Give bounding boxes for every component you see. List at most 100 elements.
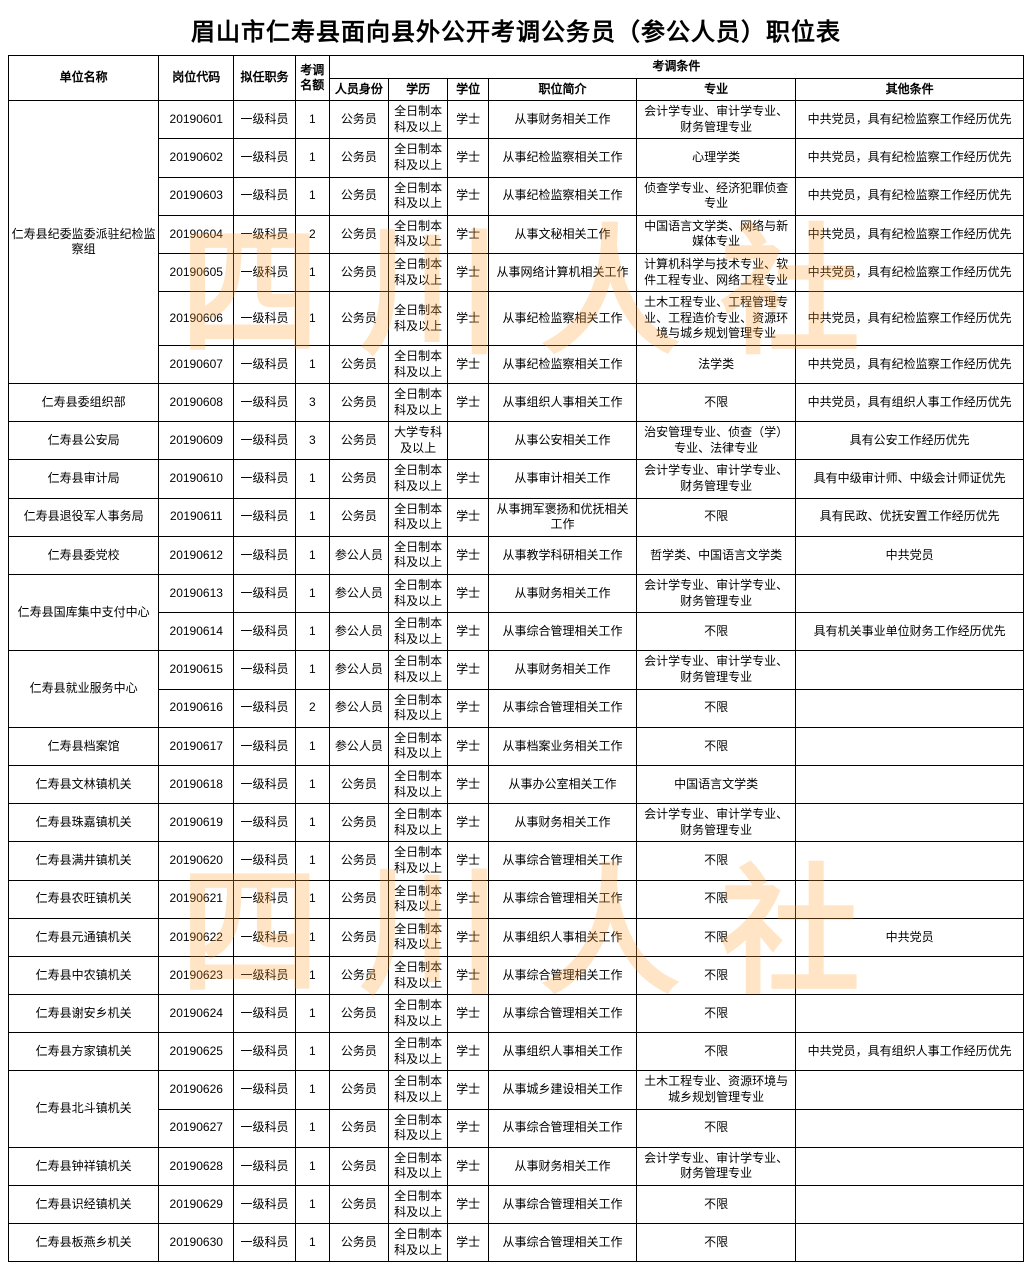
cell-other	[796, 995, 1024, 1033]
cell-code: 20190602	[159, 139, 234, 177]
cell-desc: 从事纪检监察相关工作	[489, 345, 637, 383]
cell-quota: 1	[295, 292, 329, 346]
cell-degree: 学士	[448, 177, 489, 215]
cell-major: 不限	[637, 1224, 796, 1262]
cell-education: 全日制本科及以上	[389, 1109, 448, 1147]
cell-major: 会计学专业、审计学专业、财务管理专业	[637, 804, 796, 842]
cell-desc: 从事办公室相关工作	[489, 765, 637, 803]
cell-education: 全日制本科及以上	[389, 804, 448, 842]
cell-degree: 学士	[448, 765, 489, 803]
table-row: 20190627一级科员1公务员全日制本科及以上学士从事综合管理相关工作不限	[9, 1109, 1024, 1147]
cell-education: 全日制本科及以上	[389, 215, 448, 253]
cell-post: 一级科员	[234, 422, 295, 460]
table-row: 20190604一级科员2公务员全日制本科及以上学士从事文秘相关工作中国语言文学…	[9, 215, 1024, 253]
cell-unit: 仁寿县北斗镇机关	[9, 1071, 159, 1147]
cell-major: 会计学专业、审计学专业、财务管理专业	[637, 1147, 796, 1185]
cell-desc: 从事综合管理相关工作	[489, 842, 637, 880]
cell-desc: 从事综合管理相关工作	[489, 995, 637, 1033]
cell-identity: 公务员	[329, 995, 388, 1033]
cell-code: 20190615	[159, 651, 234, 689]
table-row: 20190616一级科员2参公人员全日制本科及以上学士从事综合管理相关工作不限	[9, 689, 1024, 727]
table-body: 仁寿县纪委监委派驻纪检监察组20190601一级科员1公务员全日制本科及以上学士…	[9, 101, 1024, 1262]
cell-code: 20190626	[159, 1071, 234, 1109]
cell-major: 心理学类	[637, 139, 796, 177]
cell-desc: 从事审计相关工作	[489, 460, 637, 498]
th-degree: 学位	[448, 78, 489, 101]
cell-post: 一级科员	[234, 651, 295, 689]
cell-identity: 公务员	[329, 1071, 388, 1109]
cell-desc: 从事财务相关工作	[489, 101, 637, 139]
cell-code: 20190625	[159, 1033, 234, 1071]
cell-identity: 公务员	[329, 460, 388, 498]
cell-degree: 学士	[448, 536, 489, 574]
cell-degree: 学士	[448, 101, 489, 139]
cell-major: 法学类	[637, 345, 796, 383]
cell-identity: 公务员	[329, 292, 388, 346]
page-title: 眉山市仁寿县面向县外公开考调公务员（参公人员）职位表	[8, 12, 1024, 47]
cell-code: 20190630	[159, 1224, 234, 1262]
cell-other	[796, 765, 1024, 803]
cell-quota: 1	[295, 1033, 329, 1071]
table-row: 仁寿县文林镇机关20190618一级科员1公务员全日制本科及以上学士从事办公室相…	[9, 765, 1024, 803]
cell-education: 全日制本科及以上	[389, 1033, 448, 1071]
table-row: 20190606一级科员1公务员全日制本科及以上学士从事纪检监察相关工作土木工程…	[9, 292, 1024, 346]
cell-major: 不限	[637, 727, 796, 765]
table-row: 仁寿县谢安乡机关20190624一级科员1公务员全日制本科及以上学士从事综合管理…	[9, 995, 1024, 1033]
cell-code: 20190620	[159, 842, 234, 880]
cell-identity: 参公人员	[329, 613, 388, 651]
cell-education: 全日制本科及以上	[389, 139, 448, 177]
cell-quota: 1	[295, 995, 329, 1033]
cell-quota: 1	[295, 575, 329, 613]
cell-post: 一级科员	[234, 918, 295, 956]
cell-post: 一级科员	[234, 460, 295, 498]
table-row: 仁寿县方家镇机关20190625一级科员1公务员全日制本科及以上学士从事组织人事…	[9, 1033, 1024, 1071]
cell-identity: 公务员	[329, 956, 388, 994]
cell-desc: 从事综合管理相关工作	[489, 1224, 637, 1262]
cell-other	[796, 1186, 1024, 1224]
cell-identity: 公务员	[329, 498, 388, 536]
cell-major: 不限	[637, 613, 796, 651]
cell-unit: 仁寿县退役军人事务局	[9, 498, 159, 536]
cell-education: 全日制本科及以上	[389, 995, 448, 1033]
th-other: 其他条件	[796, 78, 1024, 101]
table-row: 仁寿县钟祥镇机关20190628一级科员1公务员全日制本科及以上学士从事财务相关…	[9, 1147, 1024, 1185]
table-row: 仁寿县识经镇机关20190629一级科员1公务员全日制本科及以上学士从事综合管理…	[9, 1186, 1024, 1224]
cell-other	[796, 651, 1024, 689]
positions-table: 单位名称 岗位代码 拟任职务 考调名额 考调条件 人员身份 学历 学位 职位简介…	[8, 55, 1024, 1262]
cell-identity: 公务员	[329, 384, 388, 422]
cell-post: 一级科员	[234, 177, 295, 215]
th-unit: 单位名称	[9, 56, 159, 101]
cell-unit: 仁寿县谢安乡机关	[9, 995, 159, 1033]
cell-post: 一级科员	[234, 804, 295, 842]
table-row: 仁寿县公安局20190609一级科员3公务员大学专科及以上从事公安相关工作治安管…	[9, 422, 1024, 460]
cell-education: 全日制本科及以上	[389, 613, 448, 651]
table-row: 仁寿县国库集中支付中心20190613一级科员1参公人员全日制本科及以上学士从事…	[9, 575, 1024, 613]
cell-unit: 仁寿县钟祥镇机关	[9, 1147, 159, 1185]
table-row: 仁寿县珠嘉镇机关20190619一级科员1公务员全日制本科及以上学士从事财务相关…	[9, 804, 1024, 842]
cell-quota: 1	[295, 345, 329, 383]
cell-major: 中国语言文学类、网络与新媒体专业	[637, 215, 796, 253]
cell-post: 一级科员	[234, 1109, 295, 1147]
cell-education: 全日制本科及以上	[389, 689, 448, 727]
cell-quota: 1	[295, 498, 329, 536]
cell-major: 中国语言文学类	[637, 765, 796, 803]
cell-degree: 学士	[448, 215, 489, 253]
cell-quota: 3	[295, 384, 329, 422]
cell-desc: 从事档案业务相关工作	[489, 727, 637, 765]
cell-desc: 从事纪检监察相关工作	[489, 177, 637, 215]
cell-code: 20190607	[159, 345, 234, 383]
cell-major: 不限	[637, 689, 796, 727]
cell-unit: 仁寿县委党校	[9, 536, 159, 574]
table-row: 仁寿县北斗镇机关20190626一级科员1公务员全日制本科及以上学士从事城乡建设…	[9, 1071, 1024, 1109]
cell-code: 20190610	[159, 460, 234, 498]
cell-desc: 从事财务相关工作	[489, 804, 637, 842]
cell-other: 具有民政、优抚安置工作经历优先	[796, 498, 1024, 536]
cell-desc: 从事综合管理相关工作	[489, 956, 637, 994]
cell-degree: 学士	[448, 384, 489, 422]
cell-identity: 公务员	[329, 918, 388, 956]
cell-unit: 仁寿县委组织部	[9, 384, 159, 422]
cell-identity: 公务员	[329, 253, 388, 291]
cell-post: 一级科员	[234, 253, 295, 291]
cell-unit: 仁寿县农旺镇机关	[9, 880, 159, 918]
cell-post: 一级科员	[234, 765, 295, 803]
